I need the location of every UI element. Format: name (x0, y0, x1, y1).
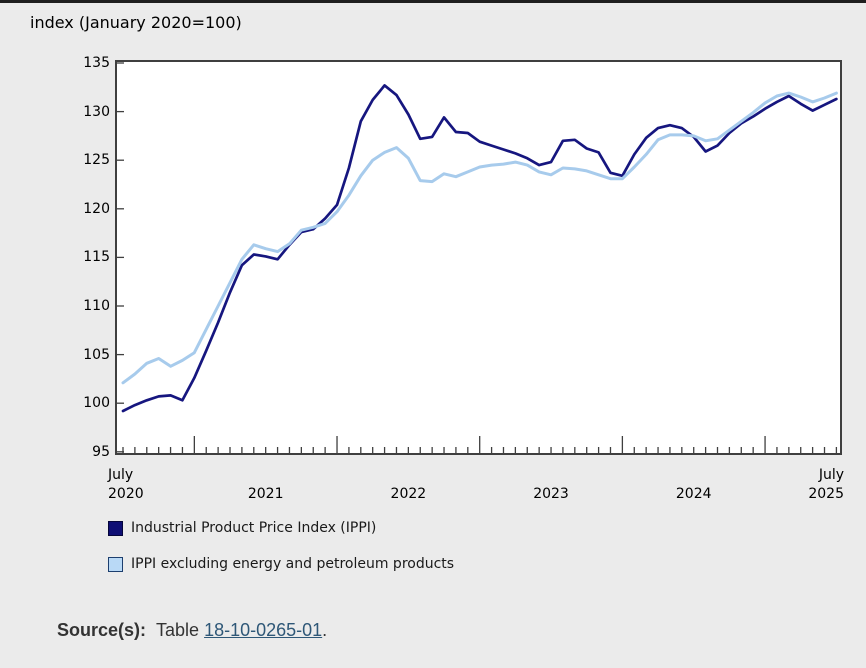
ippi-series-line (121, 84, 838, 413)
chart-legend: Industrial Product Price Index (IPPI) IP… (108, 520, 454, 592)
source-table-link[interactable]: 18-10-0265-01 (204, 620, 323, 640)
plot-area (115, 60, 842, 455)
source-label: Source(s): (57, 620, 147, 640)
y-tick-label-125: 125 (83, 152, 110, 169)
source-line: Source(s): Table 18-10-0265-01. (57, 620, 327, 641)
x-label-2023: 2023 (533, 486, 569, 502)
x-label-2024: 2024 (675, 486, 712, 502)
legend-label-ippi-excluding-energy: IPPI excluding energy and petroleum prod… (131, 556, 455, 572)
x-label-2021: 2021 (247, 486, 284, 502)
legend-item-ippi-excluding-energy: IPPI excluding energy and petroleum prod… (108, 556, 454, 572)
source-prefix: Table (156, 620, 205, 640)
source-suffix: . (322, 620, 328, 640)
y-tick-label-100: 100 (83, 395, 110, 412)
ippi-excluding-energy-series-line (121, 91, 838, 385)
ippi-series-swatch-icon (108, 520, 123, 536)
y-tick-label-135: 135 (83, 55, 110, 71)
legend-item-ippi: Industrial Product Price Index (IPPI) (108, 520, 454, 536)
x-label-2022: 2022 (390, 486, 427, 502)
chart-title: index (January 2020=100) (30, 13, 242, 32)
y-tick-label-120: 120 (83, 200, 110, 217)
x-label-july-2025: July 2025 (808, 467, 844, 502)
y-tick-label-95: 95 (92, 443, 110, 460)
window-top-border (0, 0, 866, 3)
line-chart-canvas (117, 62, 838, 453)
legend-label-ippi: Industrial Product Price Index (IPPI) (131, 520, 377, 536)
y-tick-label-110: 110 (83, 298, 110, 314)
x-label-july-2020: July 2020 (108, 467, 144, 502)
y-tick-label-130: 130 (83, 103, 110, 120)
y-tick-label-105: 105 (83, 346, 110, 363)
ippi-excluding-energy-series-swatch-icon (108, 556, 123, 572)
y-tick-label-115: 115 (83, 249, 110, 266)
